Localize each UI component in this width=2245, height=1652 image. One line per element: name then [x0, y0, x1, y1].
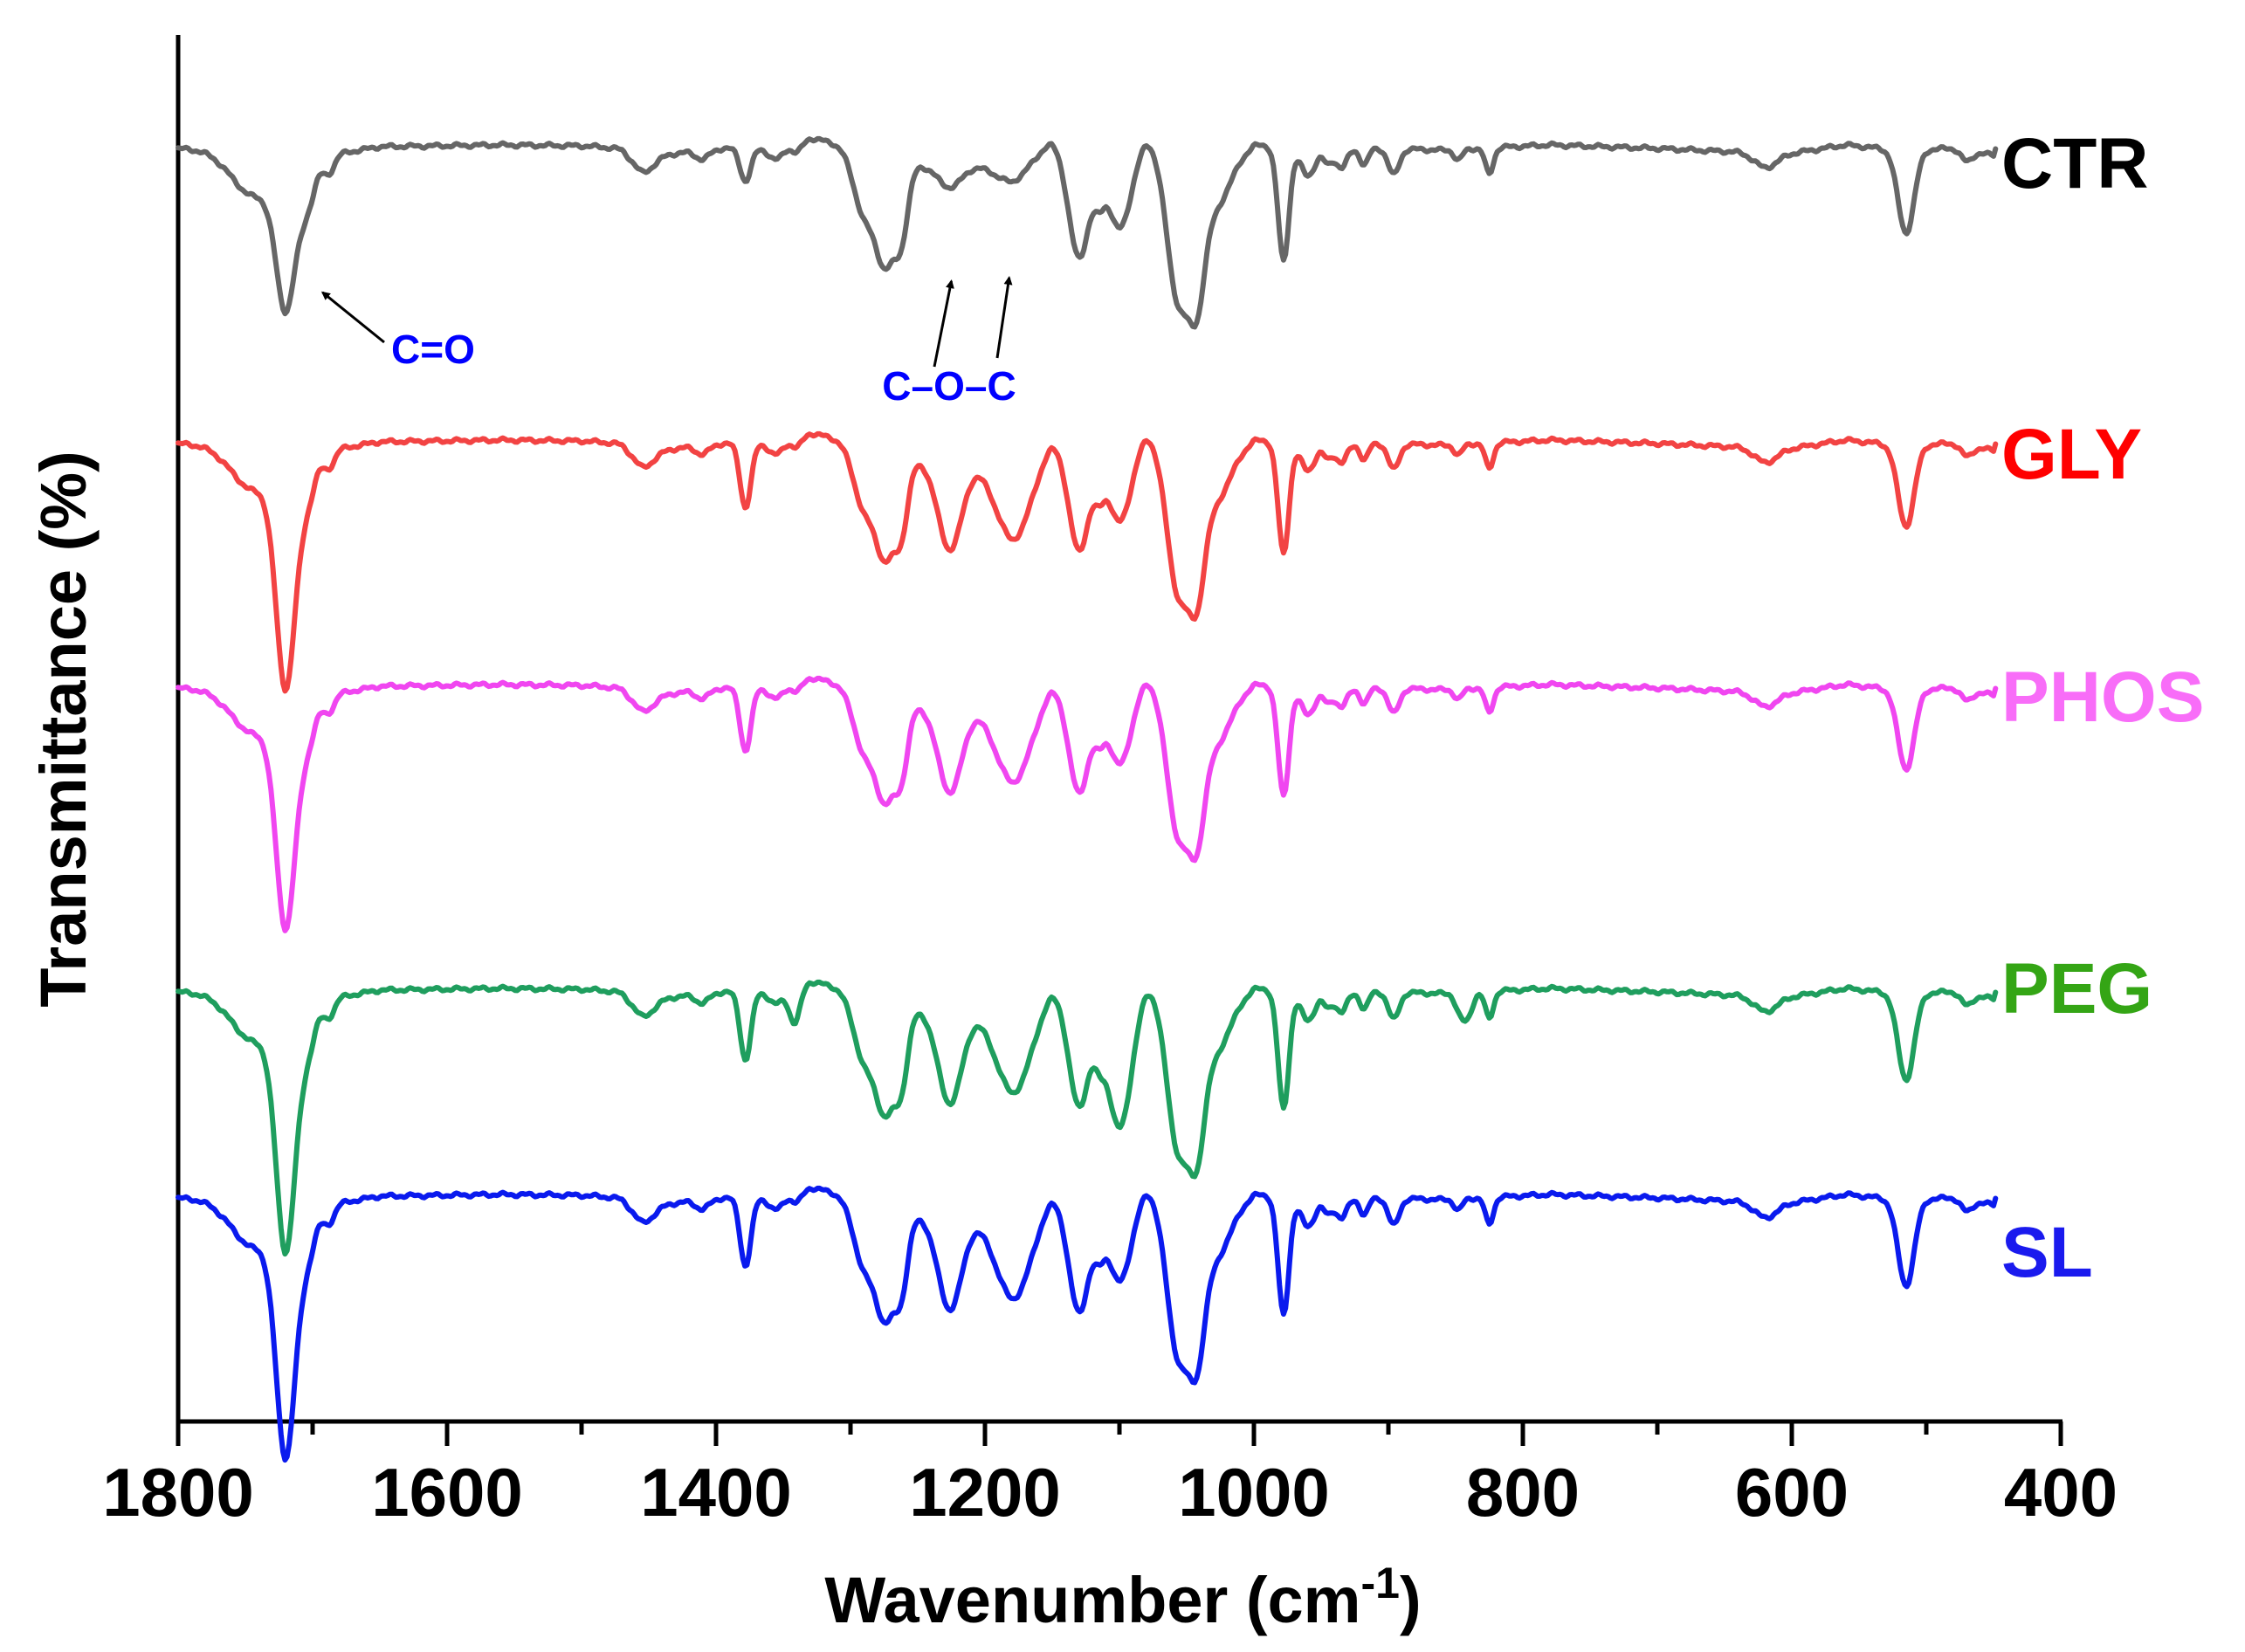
series-label-phos: PHOS — [2001, 657, 2204, 737]
y-axis-title: Transmittance (%) — [27, 451, 100, 1007]
annotation-c-o-c: C–O–C — [882, 363, 1016, 409]
series-labels: CTR GLY PHOS PEG SL — [2001, 124, 2204, 1292]
annotations: C=O C–O–C — [320, 276, 1016, 409]
x-tick-label: 1000 — [1178, 1454, 1330, 1531]
series-label-sl: SL — [2001, 1213, 2093, 1292]
annotation-arrow-coc-1 — [933, 279, 954, 368]
spectrum-phos — [176, 675, 1999, 933]
spectrum-sl — [176, 1185, 1999, 1463]
x-tick-label: 1800 — [102, 1454, 254, 1531]
x-tick-label: 600 — [1735, 1454, 1849, 1531]
x-tick-label: 400 — [2004, 1454, 2118, 1531]
annotation-arrow-co — [320, 291, 385, 344]
annotation-c-o-double: C=O — [391, 327, 475, 372]
series-label-gly: GLY — [2001, 415, 2142, 494]
x-tick-label: 1200 — [909, 1454, 1061, 1531]
x-tick-label: 1600 — [371, 1454, 523, 1531]
annotation-arrow-coc-2 — [995, 276, 1013, 359]
x-axis-title: Wavenumber (cm-1) — [824, 1559, 1421, 1636]
plot-axes: 1800 1600 1400 1200 1000 800 600 400 Wavenumber … — [27, 35, 2118, 1636]
spectra-group — [176, 135, 1999, 1463]
spectrum-ctr — [176, 135, 1999, 330]
x-tick-label: 800 — [1466, 1454, 1580, 1531]
series-label-peg: PEG — [2001, 949, 2152, 1029]
spectrum-gly — [176, 430, 1999, 694]
spectrum-peg — [176, 979, 1999, 1257]
series-label-ctr: CTR — [2001, 124, 2149, 203]
x-tick-label: 1400 — [640, 1454, 792, 1531]
